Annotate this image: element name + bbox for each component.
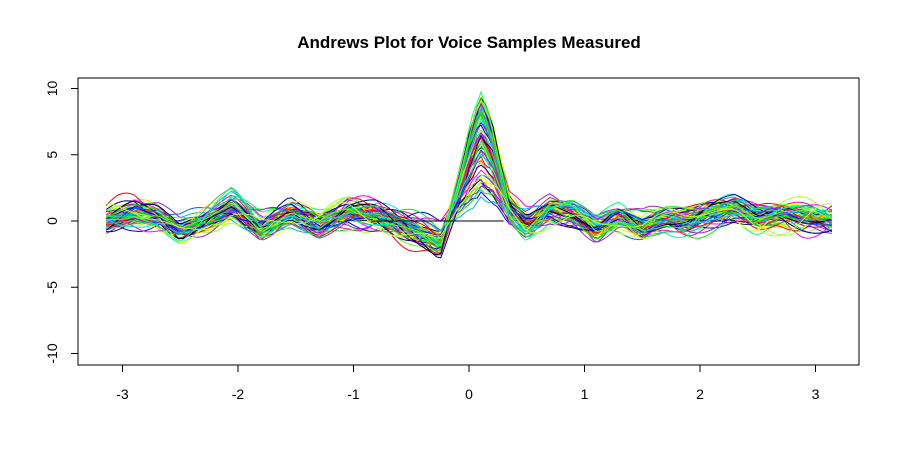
x-tick-label: 2 — [696, 386, 704, 402]
curve-group — [105, 90, 833, 259]
y-tick-label: 10 — [44, 81, 60, 97]
x-tick-label: 3 — [812, 386, 820, 402]
y-tick-label: -10 — [44, 343, 60, 363]
y-axis: -10 -5 0 5 10 — [44, 81, 79, 364]
andrews-curve — [106, 174, 832, 237]
andrews-curve — [106, 98, 833, 247]
andrews-curve — [106, 136, 833, 247]
y-tick-label: 5 — [44, 151, 60, 159]
x-tick-label: 1 — [581, 386, 589, 402]
x-tick-label: -2 — [232, 386, 245, 402]
x-axis: -3 -2 -1 0 1 2 3 — [116, 364, 820, 402]
andrews-curve — [105, 97, 833, 256]
x-tick-label: 0 — [465, 386, 473, 402]
x-tick-label: -1 — [347, 386, 360, 402]
andrews-curve — [105, 134, 833, 259]
andrews-curve — [106, 111, 833, 244]
chart-title: Andrews Plot for Voice Samples Measured — [297, 33, 641, 52]
andrews-curve — [105, 153, 833, 233]
x-tick-label: -3 — [116, 386, 129, 402]
y-tick-label: 0 — [44, 217, 60, 225]
andrews-curve — [106, 109, 833, 244]
andrews-curve — [105, 178, 833, 235]
andrews-curve — [105, 186, 832, 239]
y-tick-label: -5 — [44, 281, 60, 294]
andrews-curve — [105, 148, 832, 244]
